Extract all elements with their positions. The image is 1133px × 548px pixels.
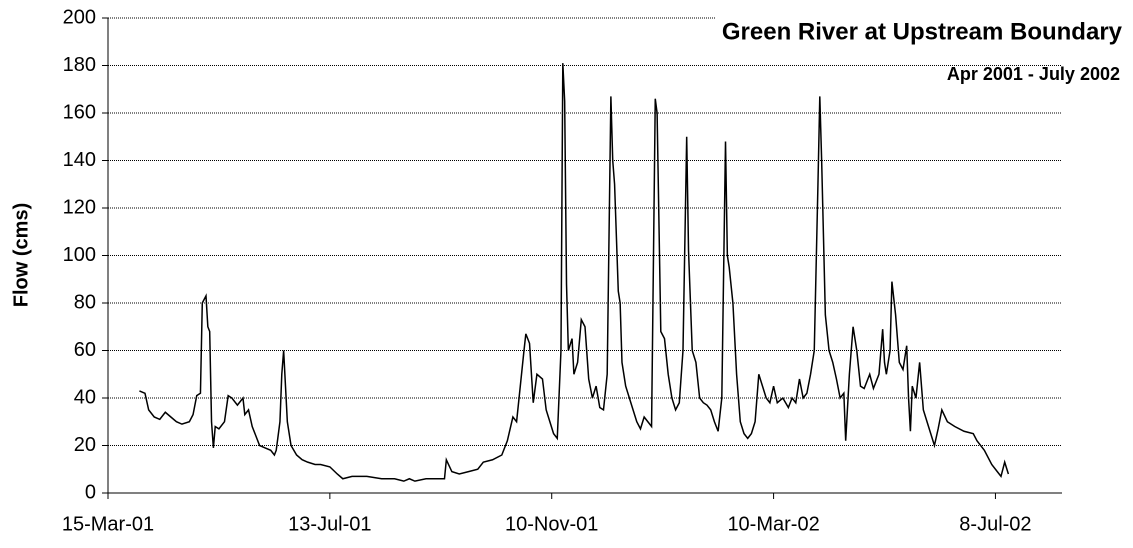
y-tick-label: 180 xyxy=(63,54,96,76)
y-axis-label: Flow (cms) xyxy=(10,203,32,307)
plot-area: 0 20 40 60 80 100 120 140 160 180 200 15-Mar-01 13-J… xyxy=(62,6,1062,535)
y-tick-label: 100 xyxy=(63,244,96,266)
y-tick-label: 140 xyxy=(63,149,96,171)
chart-subtitle: Apr 2001 - July 2002 xyxy=(947,64,1120,84)
y-tick-label: 20 xyxy=(74,434,96,456)
x-tick-label: 10-Nov-01 xyxy=(505,513,598,535)
flow-line xyxy=(139,63,1010,482)
x-tick-label: 8-Jul-02 xyxy=(959,513,1031,535)
chart-title: Green River at Upstream Boundary xyxy=(722,18,1123,45)
y-tick-label: 0 xyxy=(85,481,96,503)
y-tick-label: 80 xyxy=(74,291,96,313)
y-tick-label: 120 xyxy=(63,196,96,218)
y-tick-label: 60 xyxy=(74,339,96,361)
y-tick-label: 40 xyxy=(74,386,96,408)
x-tick-label: 10-Mar-02 xyxy=(727,513,819,535)
y-tick-label: 200 xyxy=(63,6,96,28)
x-tick-label: 15-Mar-01 xyxy=(62,513,154,535)
title-background xyxy=(715,14,1133,50)
x-tick-label: 13-Jul-01 xyxy=(288,513,371,535)
y-tick-label: 160 xyxy=(63,101,96,123)
